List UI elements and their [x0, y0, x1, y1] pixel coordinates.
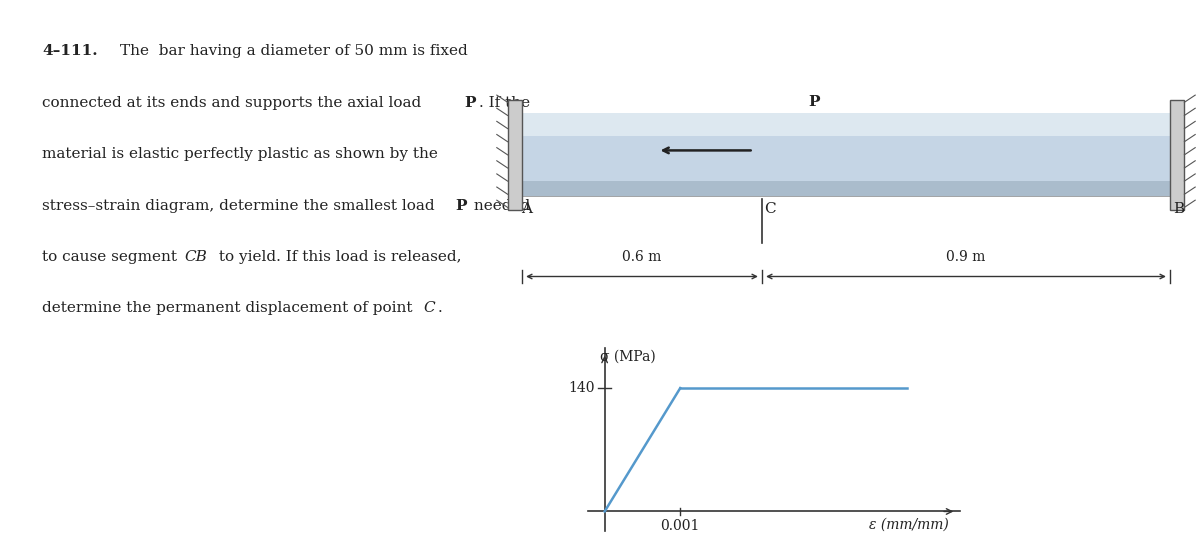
- Text: . If the: . If the: [479, 96, 530, 109]
- Text: determine the permanent displacement of point: determine the permanent displacement of …: [42, 301, 418, 315]
- Text: .: .: [438, 301, 443, 315]
- Bar: [522, 113, 1170, 196]
- Text: σ (MPa): σ (MPa): [600, 349, 656, 363]
- Text: 0.9 m: 0.9 m: [947, 251, 985, 264]
- Text: The  bar having a diameter of 50 mm is fixed: The bar having a diameter of 50 mm is fi…: [120, 44, 468, 58]
- Text: A: A: [521, 202, 532, 216]
- Text: connected at its ends and supports the axial load: connected at its ends and supports the a…: [42, 96, 426, 109]
- Text: 4–111.: 4–111.: [42, 44, 97, 58]
- Text: 0.6 m: 0.6 m: [623, 251, 661, 264]
- Text: 0.001: 0.001: [660, 519, 700, 534]
- Text: C: C: [764, 202, 776, 216]
- Text: stress–strain diagram, determine the smallest load: stress–strain diagram, determine the sma…: [42, 199, 439, 212]
- Bar: [522, 113, 1170, 136]
- Bar: [522, 180, 1170, 196]
- Text: 140: 140: [569, 381, 595, 395]
- Text: C: C: [424, 301, 436, 315]
- Text: needed: needed: [469, 199, 530, 212]
- Text: material is elastic perfectly plastic as shown by the: material is elastic perfectly plastic as…: [42, 147, 438, 161]
- Bar: [508, 100, 522, 210]
- Text: P: P: [464, 96, 476, 109]
- Text: P: P: [455, 199, 467, 212]
- Text: B: B: [1174, 202, 1184, 216]
- Text: P: P: [808, 95, 820, 109]
- Text: to cause segment: to cause segment: [42, 250, 182, 264]
- Text: ε (mm/mm): ε (mm/mm): [869, 518, 949, 531]
- Bar: [1170, 100, 1184, 210]
- Text: CB: CB: [185, 250, 208, 264]
- Text: to yield. If this load is released,: to yield. If this load is released,: [214, 250, 461, 264]
